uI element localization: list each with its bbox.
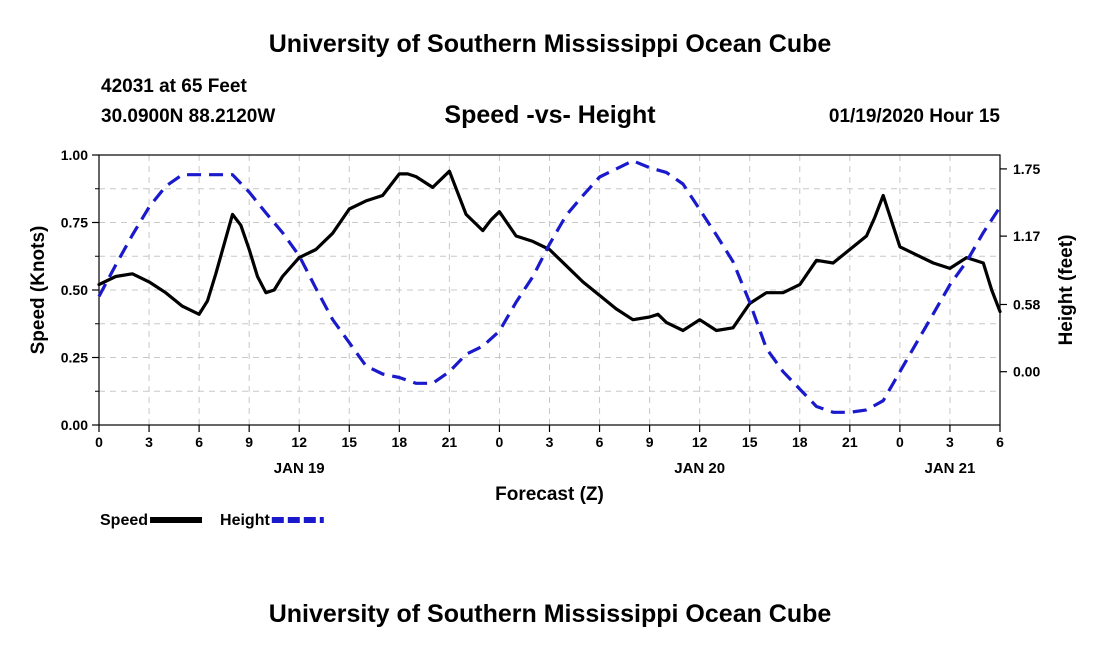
x-tick-label: 21 bbox=[842, 434, 858, 450]
series-line-height bbox=[97, 159, 1002, 414]
x-tick-label: 15 bbox=[742, 434, 758, 450]
date-label: JAN 19 bbox=[274, 460, 325, 477]
date-label: JAN 20 bbox=[674, 460, 725, 477]
left-tick-label: 0.50 bbox=[61, 282, 88, 298]
x-tick-label: 21 bbox=[442, 434, 458, 450]
x-tick-label: 0 bbox=[95, 434, 103, 450]
right-tick-label: 0.00 bbox=[1013, 364, 1040, 380]
x-tick-label: 18 bbox=[792, 434, 808, 450]
x-tick-label: 9 bbox=[646, 434, 654, 450]
forecast-datetime: 01/19/2020 Hour 15 bbox=[828, 106, 1000, 127]
x-tick-label: 12 bbox=[291, 434, 307, 450]
x-tick-label: 6 bbox=[996, 434, 1004, 450]
chart-subtitle: Speed -vs- Height bbox=[444, 101, 656, 129]
x-tick-label: 6 bbox=[195, 434, 203, 450]
right-axis-title: Height (feet) bbox=[1056, 235, 1077, 346]
x-tick-label: 12 bbox=[692, 434, 708, 450]
x-tick-label: 3 bbox=[145, 434, 153, 450]
right-tick-label: 1.17 bbox=[1013, 228, 1040, 244]
left-tick-label: 1.00 bbox=[61, 147, 88, 163]
left-axis-title: Speed (Knots) bbox=[28, 226, 49, 355]
left-tick-label: 0.00 bbox=[61, 417, 88, 433]
legend-label-height: Height bbox=[220, 512, 270, 529]
page-title: University of Southern Mississippi Ocean… bbox=[268, 30, 832, 58]
x-tick-label: 0 bbox=[896, 434, 904, 450]
left-tick-label: 0.75 bbox=[61, 215, 88, 231]
right-tick-label: 0.58 bbox=[1013, 296, 1040, 312]
x-tick-label: 3 bbox=[546, 434, 554, 450]
x-tick-label: 15 bbox=[341, 434, 357, 450]
x-tick-label: 6 bbox=[596, 434, 604, 450]
footer-title: University of Southern Mississippi Ocean… bbox=[268, 600, 832, 628]
date-label: JAN 21 bbox=[925, 460, 976, 477]
coordinates-label: 30.0900N 88.2120W bbox=[101, 106, 276, 127]
x-tick-label: 3 bbox=[946, 434, 954, 450]
series-line-speed bbox=[97, 169, 1002, 333]
x-tick-label: 9 bbox=[245, 434, 253, 450]
station-label: 42031 at 65 Feet bbox=[101, 76, 247, 97]
left-tick-label: 0.25 bbox=[61, 350, 88, 366]
x-axis-title: Forecast (Z) bbox=[495, 484, 604, 505]
x-tick-label: 18 bbox=[392, 434, 408, 450]
legend-label-speed: Speed bbox=[100, 512, 148, 529]
x-tick-label: 0 bbox=[496, 434, 504, 450]
right-tick-label: 1.75 bbox=[1013, 161, 1040, 177]
